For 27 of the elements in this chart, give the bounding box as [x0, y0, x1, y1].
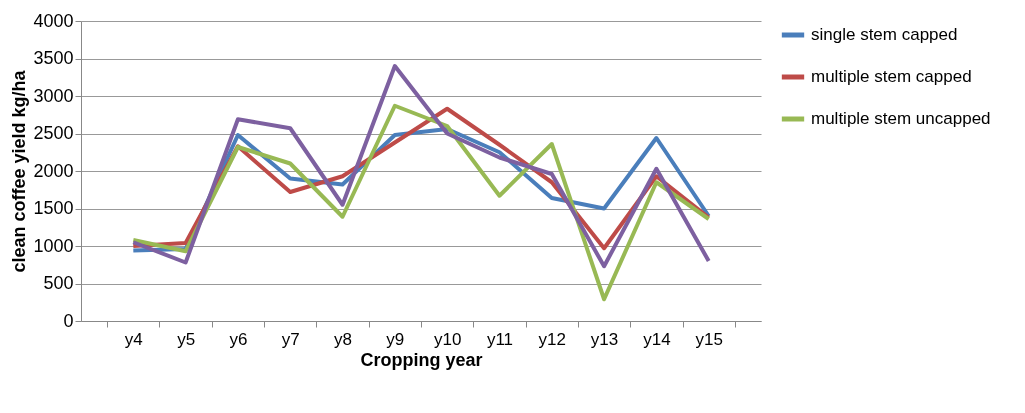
legend-label: multiple stem uncapped	[811, 109, 991, 128]
x-tick-label: y4	[124, 329, 143, 349]
y-tick-label: 500	[43, 273, 74, 293]
line-series	[131, 64, 711, 269]
legend-label: single stem capped	[811, 25, 958, 44]
x-tick-label: y7	[281, 329, 300, 349]
x-axis-title: Cropping year	[360, 349, 483, 370]
x-tick-label: y5	[177, 329, 196, 349]
x-tick-label: y9	[386, 329, 405, 349]
y-tick-label: 1500	[33, 198, 74, 218]
x-tick-label: y12	[538, 329, 566, 349]
x-tick-label: y10	[433, 329, 462, 349]
y-tick-label: 4000	[33, 10, 74, 31]
x-tick-label: y6	[229, 329, 248, 349]
y-tick-label: 2500	[33, 123, 74, 143]
x-tick-label: y15	[695, 329, 723, 349]
x-tick-label: y8	[334, 329, 353, 349]
y-tick-label: 2000	[33, 160, 74, 181]
legend-label: multiple stem capped	[811, 67, 972, 86]
y-axis-title: clean coffee yield kg/ha	[9, 69, 30, 273]
y-tick-label: 3500	[33, 48, 74, 68]
y-tick-label: 0	[63, 310, 74, 331]
x-tick-label: y11	[486, 329, 514, 349]
y-tick-label: 3000	[33, 85, 74, 106]
x-tick-label: y14	[643, 329, 671, 349]
x-tick-label: y13	[590, 329, 619, 349]
y-tick-label: 1000	[33, 235, 74, 256]
